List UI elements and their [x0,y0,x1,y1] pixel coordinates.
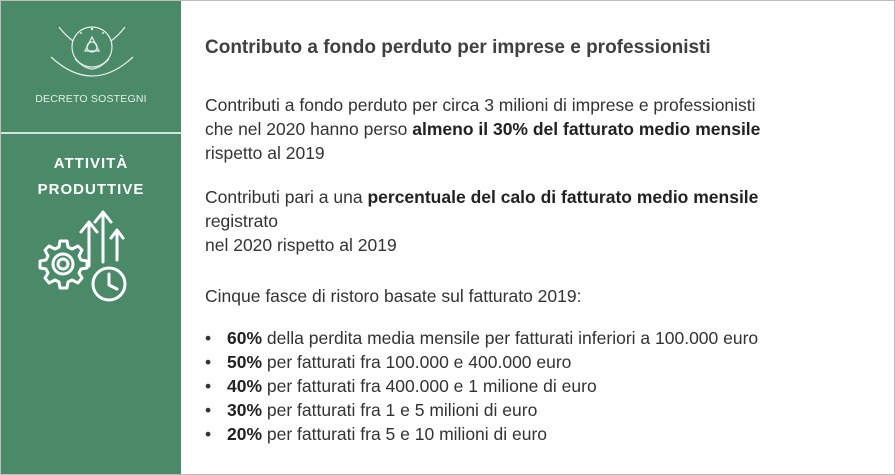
bullet-dot: • [205,352,212,372]
paragraph-fasce: Cinque fasce di ristoro basate sul fattu… [205,286,582,306]
paragraph-percentuale: Contributi pari a una percentuale del ca… [205,185,758,257]
section-title-line1: ATTIVITÀ [53,155,129,172]
paragraph-line: Contributi pari a una percentuale del ca… [205,185,758,209]
bold-span: almeno il 30% del fatturato medio mensil… [412,119,761,139]
list-item: • 60% della perdita media mensile per fat… [205,326,758,350]
bullet-percent: 60% [227,328,263,348]
bullet-text: per fatturati fra 1 e 5 milioni di euro [262,400,538,420]
list-item: • 20% per fatturati fra 5 e 10 milioni di… [205,422,758,446]
bullet-percent: 40% [227,376,263,396]
bullet-dot: • [205,328,212,348]
bullet-list: • 60% della perdita media mensile per fat… [205,326,758,446]
bullet-percent: 30% [227,400,263,420]
paragraph-line: registrato [205,211,278,231]
sidebar: DECRETO SOSTEGNI ATTIVITÀ PRODUTTIVE [1,1,181,474]
bullet-percent: 20% [227,424,263,444]
bullet-text: per fatturati fra 100.000 e 400.000 euro [262,352,572,372]
paragraph-line: Contributi a fondo perduto per circa 3 m… [205,95,756,115]
bullet-text: per fatturati fra 400.000 e 1 milione di… [262,376,597,396]
paragraph-line: che nel 2020 hanno perso almeno il 30% d… [205,117,760,141]
gear-growth-clock-icon [38,210,127,302]
bullet-percent: 50% [227,352,263,372]
section-title-line2: PRODUTTIVE [37,181,145,198]
page-title: Contributo a fondo perduto per imprese e… [205,37,711,58]
bullet-text: per fatturati fra 5 e 10 milioni di euro [262,424,548,444]
paragraph-contributi: Contributi a fondo perduto per circa 3 m… [205,93,760,165]
sidebar-divider [1,132,181,134]
paragraph-line: rispetto al 2019 [205,143,325,163]
list-item: • 40% per fatturati fra 400.000 e 1 milio… [205,374,758,398]
bold-span: percentuale del calo di fatturato medio … [367,187,759,207]
paragraph-line: nel 2020 rispetto al 2019 [205,235,397,255]
bullet-text: della perdita media mensile per fatturat… [262,328,759,348]
decreto-label: DECRETO SOSTEGNI [35,93,147,105]
list-item: • 30% per fatturati fra 1 e 5 milioni di … [205,398,758,422]
list-item: • 50% per fatturati fra 100.000 e 400.000… [205,350,758,374]
text-span: Contributi pari a una [205,187,368,207]
bullet-dot: • [205,424,212,444]
text-span: che nel 2020 hanno perso [205,119,413,139]
palazzo-chigi-emblem-icon [50,26,134,77]
bullet-dot: • [205,376,212,396]
bullet-dot: • [205,400,212,420]
